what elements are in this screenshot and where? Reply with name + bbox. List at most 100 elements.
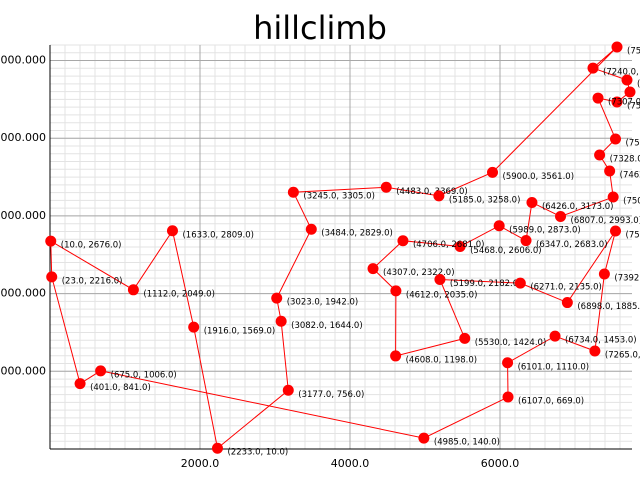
point-label: (5900.0, 3561.0) (503, 172, 575, 182)
point (305, 223, 317, 235)
point-label: (23.0, 2216.0) (62, 276, 123, 286)
point-label: (4608.0, 1198.0) (406, 355, 478, 365)
point-label: (4985.0, 140.0) (434, 438, 500, 448)
point-label: (6807.0, 2993.0) (571, 216, 640, 226)
grid (49, 44, 632, 450)
point (502, 357, 514, 369)
point (95, 365, 107, 377)
point (367, 263, 379, 275)
point-label: (3484.0, 2829.0) (321, 229, 393, 239)
point (621, 74, 633, 86)
point (418, 432, 430, 444)
point-label: (5989.0, 2873.0) (509, 225, 581, 235)
point-label: (5468.0, 2606.0) (470, 246, 542, 256)
chart-title: hillclimb (253, 9, 387, 47)
y-tick-label: 3000.000 (0, 209, 46, 222)
point-label: (3177.0, 756.0) (298, 390, 364, 400)
point (607, 191, 619, 203)
point (549, 330, 561, 342)
point (397, 235, 409, 247)
point (46, 271, 58, 283)
point (555, 210, 567, 222)
x-tick-label: 4000.0 (331, 457, 370, 470)
point-label: (1916.0, 1569.0) (204, 327, 276, 337)
point-label: (7540.0, 3990.0) (626, 139, 640, 149)
point (390, 285, 402, 297)
point-label: (5199.0, 2182.0) (450, 279, 522, 289)
plot: (10.0, 2676.0) (1112.0, 2049.0) (1633.0, 2… (45, 41, 640, 458)
point-label: (3245.0, 3305.0) (303, 192, 375, 202)
y-tick-label: 1000.000 (0, 364, 46, 377)
point-label: (6271.0, 2135.0) (530, 283, 602, 293)
point (166, 225, 178, 237)
point (287, 186, 299, 198)
y-tick-label: 5000.000 (0, 54, 46, 67)
point (604, 165, 616, 177)
point (561, 297, 573, 309)
point-label: (7328.0, 3784.0) (610, 155, 640, 165)
point (493, 220, 505, 232)
point-label: (7560.0, 4466.0) (627, 102, 640, 112)
point (610, 225, 621, 237)
point (74, 378, 86, 390)
point-label: (7307.0, 4517.0) (608, 98, 640, 108)
point-label: (675.0, 1006.0) (111, 370, 177, 380)
point (514, 277, 526, 289)
point (589, 345, 601, 357)
point (454, 241, 466, 253)
point-label: (4483.0, 3369.0) (396, 187, 468, 197)
point-label: (4307.0, 2322.0) (383, 268, 455, 278)
point (611, 96, 623, 108)
point-label: (1112.0, 2049.0) (143, 289, 215, 299)
point (611, 41, 623, 53)
point (282, 384, 294, 396)
point (624, 86, 636, 98)
point (211, 442, 223, 454)
point (275, 315, 287, 327)
y-tick-label: 4000.000 (0, 131, 46, 144)
point (380, 181, 392, 193)
point-label: (4706.0, 2681.0) (413, 240, 485, 250)
point-label: (7240.0, 4903.0) (603, 68, 640, 78)
point (526, 196, 538, 208)
point-label: (3023.0, 1942.0) (287, 298, 359, 308)
point (127, 284, 139, 296)
point-label: (5185.0, 3258.0) (449, 195, 521, 205)
point-label: (10.0, 2676.0) (61, 241, 122, 251)
point-label: (6101.0, 1110.0) (518, 362, 590, 372)
point (390, 350, 402, 362)
point (598, 268, 610, 280)
point-label: (6426.0, 3173.0) (542, 202, 614, 212)
point-label: (401.0, 841.0) (90, 383, 151, 393)
point (502, 391, 514, 403)
point-label: (5530.0, 1424.0) (475, 338, 547, 348)
point-label: (6107.0, 669.0) (518, 397, 584, 407)
point-label: (1633.0, 2809.0) (182, 230, 254, 240)
point (459, 332, 471, 344)
point-label: (2233.0, 10.0) (227, 448, 288, 458)
point (610, 133, 621, 145)
point (433, 190, 445, 202)
point-label: (3082.0, 1644.0) (291, 321, 363, 331)
point-label: (7392.0, 2252.0) (614, 274, 640, 284)
point-label: (7693.0, 4749.0) (637, 80, 640, 90)
point-label: (4612.0, 2035.0) (406, 290, 478, 300)
point (188, 321, 200, 333)
x-tick-label: 2000.0 (181, 457, 220, 470)
point-label: (7540.0, 2806.0) (626, 230, 640, 240)
point (520, 235, 532, 247)
point-label: (7265.0, 1261.0) (605, 351, 640, 361)
point-label: (7462.0, 3578.0) (620, 171, 640, 181)
point-label: (7509.0, 3243.0) (623, 197, 640, 207)
point (587, 62, 599, 74)
point (594, 149, 606, 161)
point (434, 273, 446, 285)
point (271, 292, 283, 304)
x-tick-label: 6000.0 (481, 457, 520, 470)
point (487, 166, 498, 178)
point (45, 235, 57, 247)
point-label: (6898.0, 1885.0) (577, 302, 640, 312)
y-tick-label: 2000.000 (0, 287, 46, 300)
point (592, 92, 604, 104)
